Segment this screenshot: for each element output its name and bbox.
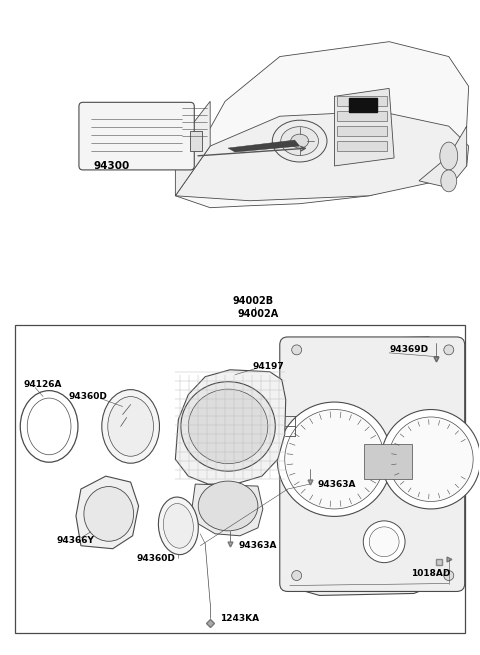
Ellipse shape [181, 382, 276, 471]
Ellipse shape [277, 402, 392, 516]
Polygon shape [192, 484, 263, 536]
Text: 94002A: 94002A [237, 309, 278, 319]
FancyBboxPatch shape [349, 98, 377, 112]
Ellipse shape [108, 396, 154, 457]
Polygon shape [419, 126, 467, 188]
Ellipse shape [441, 170, 457, 192]
Text: 94197: 94197 [253, 362, 285, 371]
Polygon shape [175, 370, 286, 484]
FancyBboxPatch shape [15, 325, 465, 633]
Text: 1243KA: 1243KA [220, 614, 259, 623]
Ellipse shape [158, 497, 198, 555]
Ellipse shape [285, 409, 384, 509]
Polygon shape [175, 111, 468, 200]
FancyBboxPatch shape [337, 126, 387, 136]
FancyBboxPatch shape [337, 96, 387, 106]
Text: 94363A: 94363A [318, 479, 356, 489]
Polygon shape [285, 337, 461, 595]
Text: 94360D: 94360D [136, 554, 175, 563]
Ellipse shape [292, 345, 301, 355]
Ellipse shape [272, 121, 327, 162]
Ellipse shape [369, 527, 399, 557]
Ellipse shape [381, 409, 480, 509]
FancyBboxPatch shape [79, 102, 194, 170]
Ellipse shape [440, 142, 458, 170]
Polygon shape [190, 131, 202, 151]
Ellipse shape [281, 126, 319, 155]
Polygon shape [175, 102, 210, 196]
Text: 94366Y: 94366Y [56, 536, 94, 545]
FancyBboxPatch shape [280, 337, 465, 591]
FancyBboxPatch shape [337, 111, 387, 121]
Polygon shape [76, 476, 139, 549]
Ellipse shape [444, 571, 454, 580]
Text: 94002B: 94002B [232, 296, 273, 306]
Ellipse shape [389, 417, 473, 502]
Ellipse shape [188, 389, 268, 464]
Text: 1018AD: 1018AD [411, 569, 450, 578]
Polygon shape [175, 42, 468, 208]
Text: 94363A: 94363A [238, 541, 276, 550]
Text: 94360D: 94360D [68, 392, 107, 401]
FancyBboxPatch shape [364, 444, 412, 479]
Text: 94369D: 94369D [389, 345, 428, 354]
Ellipse shape [292, 571, 301, 580]
Ellipse shape [444, 345, 454, 355]
Ellipse shape [198, 481, 258, 531]
Ellipse shape [291, 134, 309, 148]
Ellipse shape [102, 390, 159, 463]
Polygon shape [228, 140, 300, 152]
Text: 94126A: 94126A [23, 380, 62, 389]
FancyBboxPatch shape [337, 141, 387, 151]
Ellipse shape [84, 487, 133, 541]
Ellipse shape [163, 504, 193, 548]
Ellipse shape [363, 521, 405, 563]
Text: 94300: 94300 [94, 161, 130, 171]
Polygon shape [335, 88, 394, 166]
